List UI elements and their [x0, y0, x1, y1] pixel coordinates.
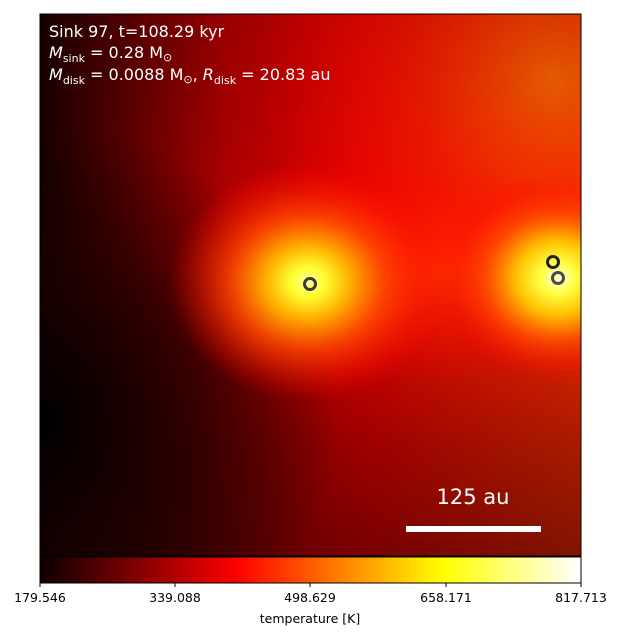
- colorbar-tick-label-4: 817.713: [555, 590, 607, 605]
- sink-marker-right-upper: [546, 255, 560, 269]
- colorbar: [39, 556, 582, 584]
- annotation-line-1: Sink 97, t=108.29 kyr: [49, 22, 225, 41]
- colorbar-label: temperature [K]: [260, 611, 361, 626]
- colorbar-ticks: [39, 583, 582, 587]
- panel-frame: [39, 13, 582, 557]
- scale-bar-label: 125 au: [437, 485, 510, 509]
- colorbar-tick-label-3: 658.171: [420, 590, 472, 605]
- colorbar-tick-label-0: 179.546: [14, 590, 66, 605]
- annotation-line-2: Msink = 0.28 M⊙: [49, 43, 172, 65]
- colorbar-tick-label-2: 498.629: [284, 590, 336, 605]
- scale-bar: [406, 526, 541, 532]
- annotation-line-3: Mdisk = 0.0088 M⊙, Rdisk = 20.83 au: [49, 65, 330, 87]
- sink-marker-right-lower: [551, 271, 565, 285]
- colorbar-tick-label-1: 339.088: [149, 590, 201, 605]
- sink-marker-center: [303, 277, 317, 291]
- temperature-map: [40, 14, 581, 556]
